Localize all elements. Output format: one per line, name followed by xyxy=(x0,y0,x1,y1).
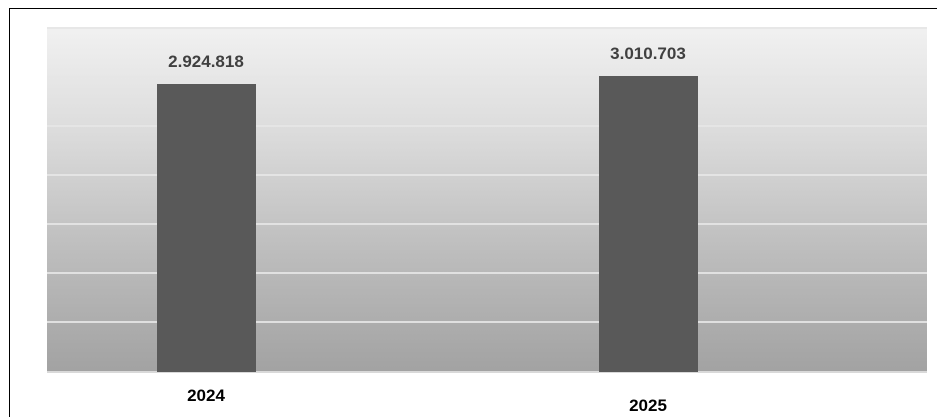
x-tick-label-2025: 2025 xyxy=(629,396,667,415)
x-axis-line xyxy=(47,371,927,373)
gridline xyxy=(47,27,927,29)
gridline xyxy=(47,125,927,127)
gridline xyxy=(47,76,927,78)
bar-2025 xyxy=(598,76,698,372)
data-label-2025: 3.010.703 xyxy=(610,44,686,63)
gridline xyxy=(47,272,927,274)
gridline xyxy=(47,321,927,323)
gridline xyxy=(47,174,927,176)
bar-2024 xyxy=(156,84,256,372)
gridline xyxy=(47,223,927,225)
data-label-2024: 2.924.818 xyxy=(168,52,244,72)
x-tick-label-2024: 2024 xyxy=(187,386,225,405)
